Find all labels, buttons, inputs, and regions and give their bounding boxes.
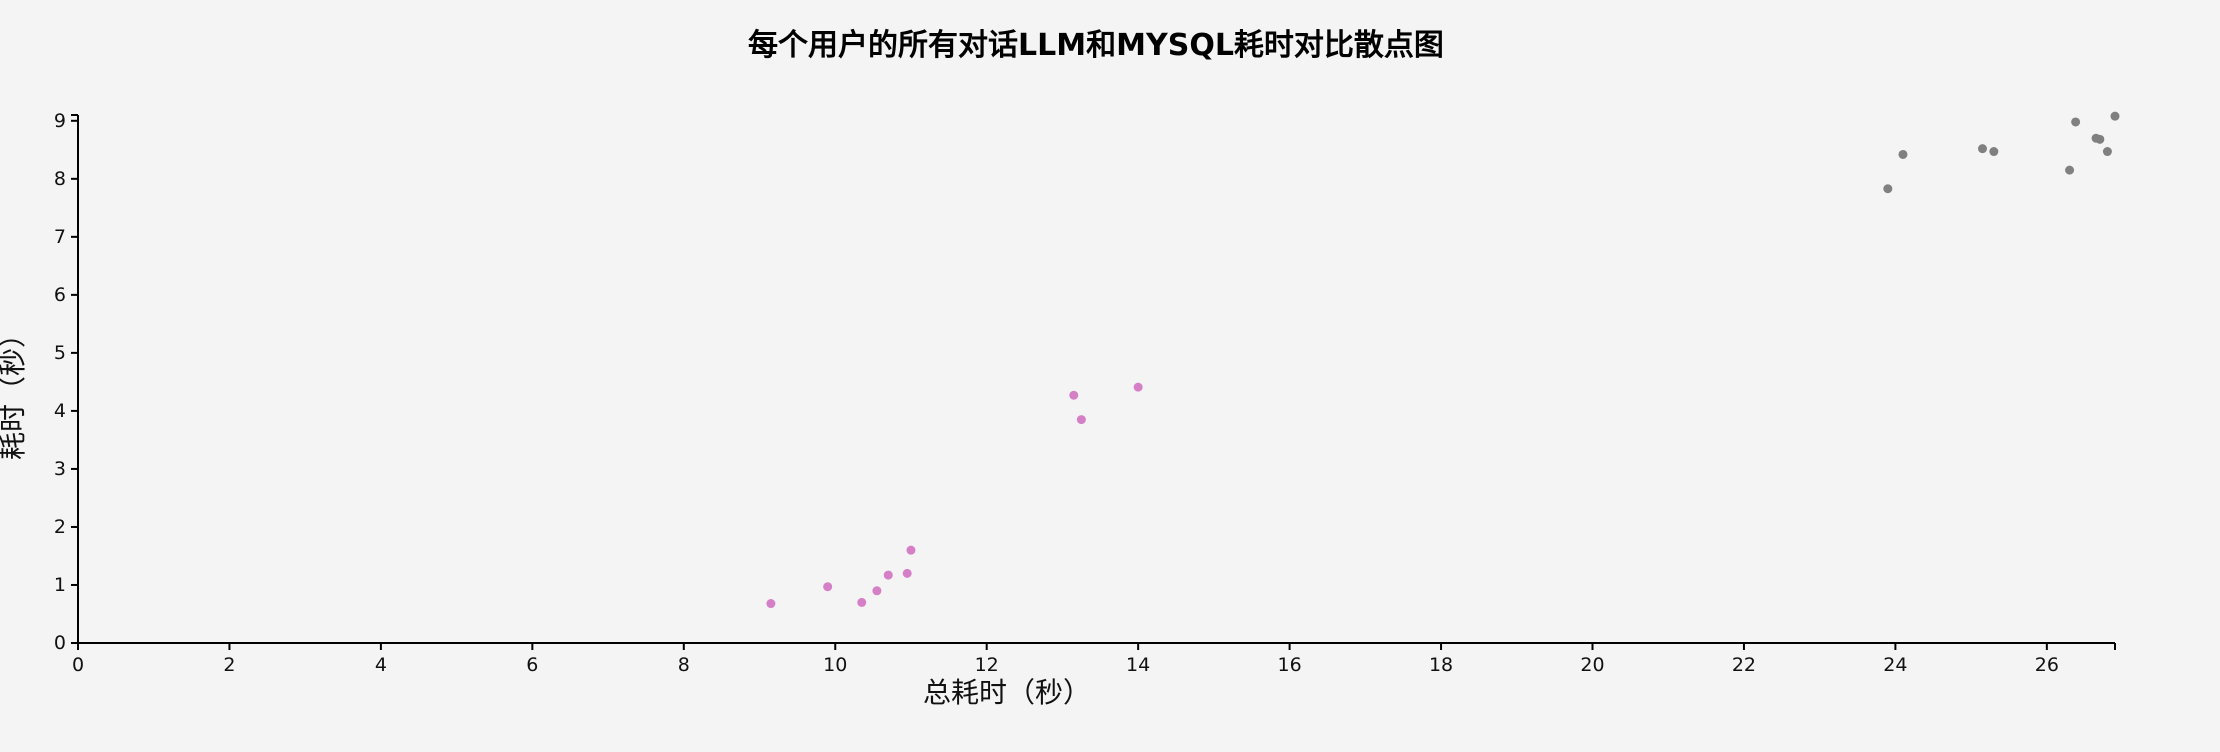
data-point	[902, 568, 912, 578]
data-point	[823, 582, 833, 592]
data-point	[872, 586, 882, 596]
data-point	[2071, 117, 2081, 127]
data-point	[857, 597, 867, 607]
x-tick-label: 0	[72, 654, 84, 676]
data-point	[1133, 382, 1143, 392]
data-point	[2065, 165, 2075, 175]
data-point	[766, 599, 776, 609]
x-tick-label: 20	[1580, 654, 1604, 676]
data-points	[766, 111, 2120, 609]
y-axis-label: 耗时（秒）	[0, 320, 29, 460]
y-tick-label: 8	[54, 168, 66, 190]
y-tick-label: 4	[54, 400, 66, 422]
data-point	[1069, 390, 1079, 400]
x-tick-label: 16	[1278, 654, 1302, 676]
y-tick-label: 0	[54, 632, 66, 654]
data-point	[1989, 147, 1999, 157]
data-point	[906, 545, 916, 555]
x-tick-label: 2	[223, 654, 235, 676]
x-tick-label: 8	[678, 654, 690, 676]
y-tick-label: 7	[54, 226, 66, 248]
x-tick-label: 18	[1429, 654, 1453, 676]
y-tick-label: 1	[54, 574, 66, 596]
data-point	[1898, 149, 1908, 159]
data-point	[1076, 415, 1086, 425]
x-axis: 0 2 4 6 8 10 12 14 16 18 20 22 24 26	[72, 642, 2116, 676]
data-point	[1883, 184, 1893, 194]
x-tick-label: 4	[375, 654, 387, 676]
y-tick-label: 6	[54, 284, 66, 306]
chart-title: 每个用户的所有对话LLM和MYSQL耗时对比散点图	[748, 28, 1444, 63]
x-axis-label: 总耗时（秒）	[923, 676, 1091, 709]
x-tick-label: 22	[1732, 654, 1756, 676]
y-tick-label: 2	[54, 516, 66, 538]
data-point	[2095, 134, 2105, 144]
data-point	[2102, 147, 2112, 157]
y-axis: 0 1 2 3 4 5 6 7 8 9	[54, 110, 79, 654]
data-point	[2110, 111, 2120, 121]
y-tick-label: 3	[54, 458, 66, 480]
y-tick-label: 9	[54, 110, 66, 132]
x-tick-label: 12	[975, 654, 999, 676]
x-tick-label: 24	[1883, 654, 1907, 676]
x-tick-label: 14	[1126, 654, 1150, 676]
y-tick-label: 5	[54, 342, 66, 364]
x-tick-label: 10	[823, 654, 847, 676]
data-point	[1977, 144, 1987, 154]
x-tick-label: 6	[526, 654, 538, 676]
x-tick-label: 26	[2035, 654, 2059, 676]
data-point	[883, 570, 893, 580]
